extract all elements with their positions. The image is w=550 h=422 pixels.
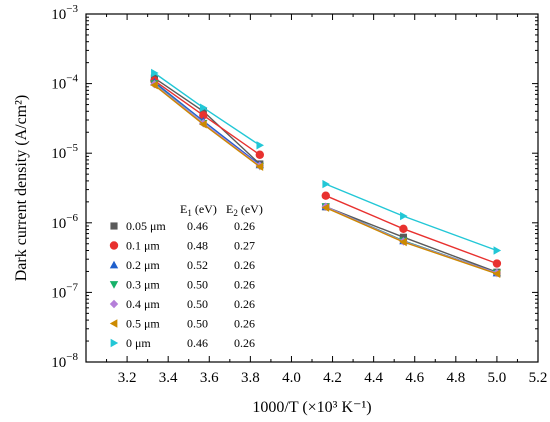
x-tick-label: 4.0 (282, 370, 301, 386)
legend-e1: 0.46 (187, 219, 208, 233)
x-axis-title: 1000/T (×10³ K⁻¹) (252, 399, 371, 416)
legend-header-e1: E1 (eV) (180, 202, 217, 218)
x-tick-label: 3.6 (200, 370, 219, 386)
x-tick-label: 4.2 (323, 370, 342, 386)
legend-e2: 0.26 (234, 336, 255, 350)
x-tick-label: 3.8 (241, 370, 260, 386)
legend-e2: 0.26 (234, 297, 255, 311)
legend-header-e2: E2 (eV) (226, 202, 263, 218)
series-line-low (153, 83, 261, 167)
x-tick-label: 3.2 (118, 370, 137, 386)
y-tick-label: 10−4 (51, 73, 78, 93)
data-point (493, 246, 502, 255)
legend-marker (109, 281, 119, 289)
legend-label: 0 μm (126, 336, 151, 350)
x-tick-label: 4.6 (405, 370, 424, 386)
legend-label: 0.1 μm (126, 239, 160, 253)
legend-e2: 0.26 (234, 278, 255, 292)
legend-e2: 0.26 (234, 219, 255, 233)
legend-marker (110, 222, 118, 230)
legend-marker (109, 260, 119, 269)
data-point (399, 237, 407, 247)
legend-e1: 0.48 (187, 239, 208, 253)
y-tick-label: 10−3 (51, 3, 78, 23)
legend-label: 0.4 μm (126, 297, 160, 311)
y-tick-label: 10−6 (51, 212, 78, 232)
data-point (322, 179, 330, 189)
x-tick-label: 5.0 (488, 370, 507, 386)
data-point (321, 203, 330, 212)
legend-e1: 0.52 (187, 258, 208, 272)
data-point (255, 150, 265, 159)
data-point (151, 68, 159, 78)
legend-marker (110, 338, 119, 348)
legend-e1: 0.46 (187, 336, 208, 350)
x-tick-label: 5.2 (529, 370, 548, 386)
legend: E1 (eV) E2 (eV) 0.05 μm 0.46 0.26 0.1 μm 0.48 0… (109, 202, 263, 350)
y-axis-title: Dark current density (A/cm²) (13, 95, 30, 282)
legend-e2: 0.26 (234, 317, 255, 331)
legend-e1: 0.50 (187, 297, 208, 311)
data-point (150, 80, 158, 90)
series-line-high (325, 195, 498, 265)
data-point (199, 111, 208, 120)
legend-marker (109, 241, 119, 250)
legend-label: 0.2 μm (126, 258, 160, 272)
x-tick-label: 3.4 (159, 370, 178, 386)
legend-e1: 0.50 (187, 317, 208, 331)
series-line-high (325, 206, 498, 273)
x-tick-label: 4.4 (364, 370, 383, 386)
data-point (256, 141, 265, 150)
series-6 (151, 68, 502, 255)
data-point (255, 162, 264, 171)
legend-e2: 0.27 (234, 239, 255, 253)
data-point (199, 120, 207, 129)
data-point (492, 269, 501, 279)
data-point (399, 224, 408, 233)
legend-label: 0.3 μm (126, 278, 160, 292)
legend-marker (109, 319, 118, 328)
y-tick-label: 10−5 (51, 142, 78, 162)
series-line-low (153, 72, 261, 146)
legend-label: 0.05 μm (126, 219, 166, 233)
y-tick-label: 10−7 (51, 281, 78, 301)
data-point (400, 211, 408, 221)
legend-label: 0.5 μm (126, 317, 160, 331)
series-5 (150, 80, 501, 279)
y-tick-label: 10−8 (51, 351, 78, 371)
data-point (199, 103, 208, 112)
legend-e1: 0.50 (187, 278, 208, 292)
axes: 3.2 3.4 3.6 3.8 4.0 4.2 4.4 4.6 4.8 5.0 5.2 10−8 10−… (51, 3, 547, 386)
data-point (492, 259, 502, 268)
series-line-low (153, 80, 261, 156)
data-point (321, 191, 330, 200)
legend-marker (109, 299, 119, 309)
data-marks (150, 68, 502, 279)
x-tick-label: 4.8 (446, 370, 465, 386)
legend-e2: 0.26 (234, 258, 255, 272)
series-line-low (154, 77, 261, 165)
